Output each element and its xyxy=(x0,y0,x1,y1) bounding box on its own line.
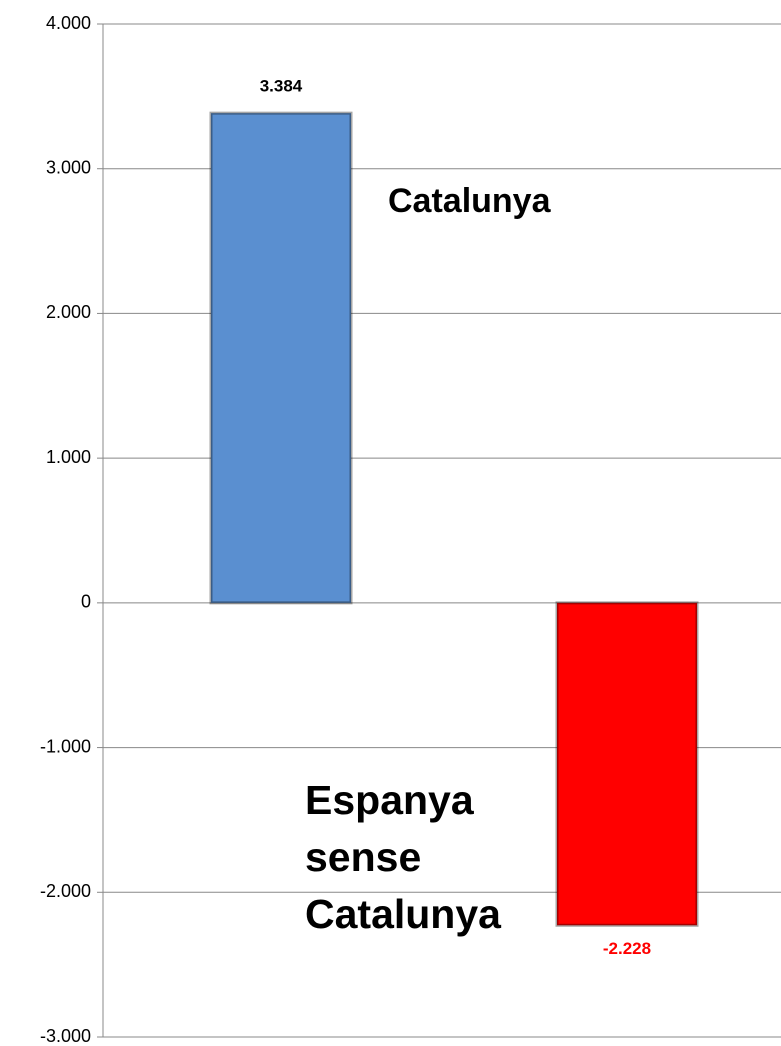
bar xyxy=(555,601,699,927)
y-tick-label: 3.000 xyxy=(46,157,91,177)
y-tick-label: -2.000 xyxy=(40,881,91,901)
y-tick-label: 0 xyxy=(81,592,91,612)
y-tick-label: 1.000 xyxy=(46,447,91,467)
value-label: 3.384 xyxy=(260,77,303,96)
y-tick-label: -1.000 xyxy=(40,736,91,756)
y-tick-label: 4.000 xyxy=(46,13,91,33)
y-tick-label: -3.000 xyxy=(40,1026,91,1046)
value-label: -2.228 xyxy=(603,939,651,958)
bar xyxy=(209,111,353,605)
y-tick-label: 2.000 xyxy=(46,302,91,322)
category-label: Espanya sense Catalunya xyxy=(305,777,501,937)
category-label: Catalunya xyxy=(388,182,551,220)
